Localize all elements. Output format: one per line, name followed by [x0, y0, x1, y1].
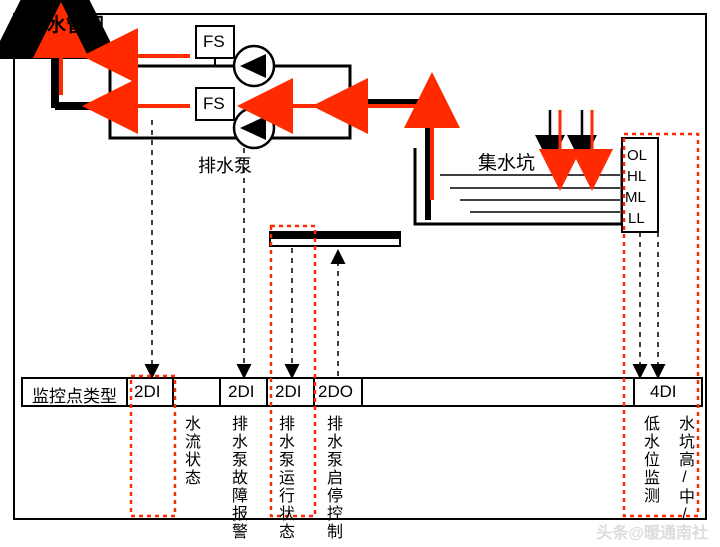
label-hl: HL — [627, 168, 646, 185]
label-ol: OL — [627, 147, 647, 164]
label-sump: 集水坑 — [478, 148, 535, 175]
label-drain-network: 排水管网 — [28, 10, 104, 37]
vlabel-fault: 排水泵故障报警 — [225, 415, 249, 541]
cell-title: 监控点类型 — [32, 382, 117, 407]
vlabel-low: 低水位监测 — [637, 415, 661, 505]
label-fs1: FS — [203, 32, 225, 52]
vlabel-flow: 水流状态 — [178, 415, 202, 487]
vlabel-run: 排水泵运行状态 — [272, 415, 296, 541]
label-fs2: FS — [203, 94, 225, 114]
diagram-stage: 排水管网 FS FS 排水泵 集水坑 OL HL ML LL 监控点类型 2DI… — [0, 0, 720, 547]
cell-2di-a: 2DI — [134, 382, 160, 402]
label-pump: 排水泵 — [198, 152, 252, 178]
vlabel-level: 水坑高/中/ — [672, 415, 696, 525]
vlabel-ctrl: 排水泵启停控制 — [320, 415, 344, 541]
cell-2di-b: 2DI — [228, 382, 254, 402]
cell-2do: 2DO — [318, 382, 353, 402]
cell-2di-c: 2DI — [275, 382, 301, 402]
cell-4di: 4DI — [650, 382, 676, 402]
label-ml: ML — [625, 189, 646, 206]
diagram-svg — [0, 0, 720, 547]
watermark: 头条@暖通南社 — [596, 519, 708, 543]
label-ll: LL — [628, 210, 645, 227]
